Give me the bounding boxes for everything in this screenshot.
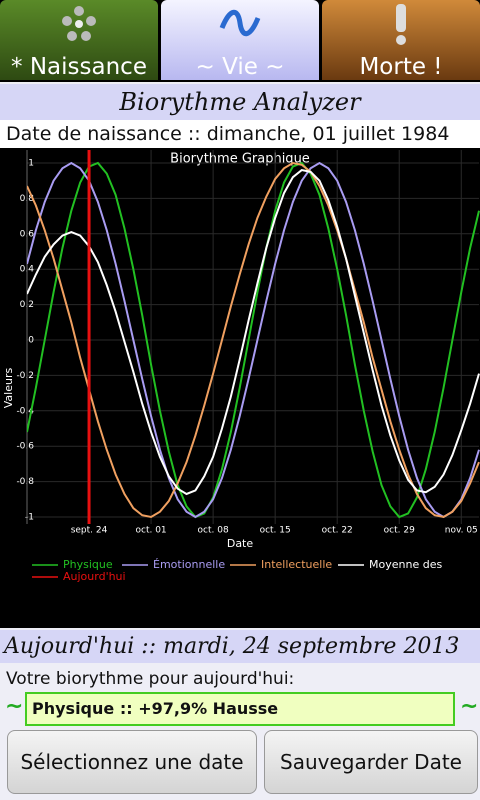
chart: Biorythme Graphique Date Valeurs -1-0.8-… [0, 148, 480, 628]
tilde-left: ~ [5, 694, 24, 719]
x-axis-label: Date [227, 537, 254, 550]
x-tick-label: oct. 22 [322, 526, 353, 536]
tilde-right: ~ [460, 694, 479, 719]
y-axis-label: Valeurs [2, 368, 15, 409]
x-tick-label: oct. 01 [135, 526, 166, 536]
y-tick-label: 1 [28, 159, 34, 169]
series-line [27, 169, 480, 496]
y-tick-label: -0.4 [16, 406, 34, 416]
x-tick-label: nov. 05 [445, 526, 478, 536]
series-line [27, 161, 480, 519]
series-line [27, 161, 480, 519]
status-box: Physique :: +97,9% Hausse [25, 692, 455, 726]
x-tick-label: oct. 15 [260, 526, 291, 536]
y-tick-label: -0.2 [16, 371, 34, 381]
legend-label: Aujourd'hui [63, 570, 126, 583]
birth-date: Date de naissance :: dimanche, 01 juille… [0, 120, 480, 148]
select-date-button[interactable]: Sélectionnez une date [7, 730, 257, 794]
legend-label: Moyenne des [369, 558, 442, 571]
series-line [27, 161, 480, 519]
tab-label: Morte ! [359, 54, 443, 80]
tab-icon [62, 6, 96, 41]
x-tick-label: oct. 08 [198, 526, 229, 536]
tab-morte[interactable]: Morte ! [322, 0, 480, 80]
x-tick-label: oct. 29 [384, 526, 415, 536]
legend-label: Émotionnelle [153, 558, 225, 571]
tab-label: * Naissance [11, 54, 147, 80]
y-tick-label: 0 [28, 336, 34, 346]
app-title: Biorythme Analyzer [0, 84, 480, 120]
tab-vie[interactable]: ~ Vie ~ [161, 0, 319, 80]
legend-label: Intellectuelle [261, 558, 332, 571]
prompt: Votre biorythme pour aujourd'hui: [6, 669, 295, 689]
tab-icon [396, 4, 406, 45]
today-date: Aujourd'hui :: mardi, 24 septembre 2013 [0, 630, 480, 663]
legend-label: Physique [63, 558, 113, 571]
save-date-button[interactable]: Sauvegarder Date [264, 730, 478, 794]
y-tick-label: -0.8 [16, 477, 34, 487]
y-tick-label: -0.6 [16, 442, 34, 452]
tab-label: ~ Vie ~ [195, 54, 285, 80]
plot-area [27, 161, 480, 519]
x-tick-label: sept. 24 [71, 526, 108, 536]
y-tick-label: -1 [25, 513, 34, 523]
tab-naissance[interactable]: * Naissance [0, 0, 158, 80]
tab-icon [219, 9, 261, 37]
